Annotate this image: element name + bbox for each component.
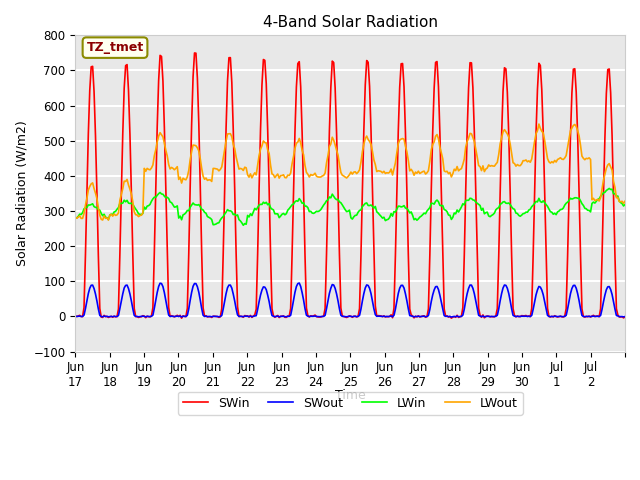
- LWout: [465, 135, 472, 141]
- LWout: [104, 217, 112, 223]
- SWin: [72, 313, 79, 319]
- LWout: [548, 159, 556, 165]
- Legend: SWin, SWout, LWin, LWout: SWin, SWout, LWin, LWout: [178, 392, 523, 415]
- LWout: [109, 213, 116, 219]
- LWin: [72, 215, 79, 220]
- SWout: [296, 280, 303, 286]
- LWin: [239, 222, 247, 228]
- LWin: [621, 202, 629, 207]
- SWout: [72, 313, 79, 319]
- LWout: [621, 198, 629, 204]
- SWin: [621, 314, 629, 320]
- Title: 4-Band Solar Radiation: 4-Band Solar Radiation: [262, 15, 438, 30]
- SWin: [466, 60, 474, 66]
- LWout: [620, 201, 627, 206]
- LWin: [547, 209, 554, 215]
- LWin: [356, 207, 364, 213]
- Line: SWin: SWin: [76, 53, 625, 318]
- SWin: [357, 252, 365, 258]
- LWout: [72, 215, 79, 220]
- LWin: [90, 204, 98, 209]
- SWin: [548, 313, 556, 319]
- Line: LWout: LWout: [76, 124, 625, 220]
- SWout: [621, 313, 629, 319]
- SWout: [356, 312, 364, 318]
- X-axis label: Time: Time: [335, 389, 365, 402]
- LWout: [535, 121, 543, 127]
- SWout: [447, 314, 455, 320]
- SWin: [90, 89, 98, 95]
- Text: TZ_tmet: TZ_tmet: [86, 41, 143, 54]
- SWout: [466, 282, 474, 288]
- LWin: [108, 211, 115, 217]
- LWout: [90, 186, 98, 192]
- SWout: [548, 313, 556, 319]
- SWin: [191, 50, 198, 56]
- Line: SWout: SWout: [76, 283, 625, 317]
- SWout: [90, 286, 98, 291]
- Line: LWin: LWin: [76, 189, 625, 225]
- LWin: [605, 186, 613, 192]
- Y-axis label: Solar Radiation (W/m2): Solar Radiation (W/m2): [15, 120, 28, 266]
- SWin: [620, 315, 627, 321]
- SWout: [108, 313, 115, 319]
- SWin: [108, 313, 115, 319]
- LWout: [356, 167, 364, 173]
- SWin: [178, 315, 186, 321]
- LWin: [465, 197, 472, 203]
- LWin: [620, 203, 627, 209]
- SWout: [620, 314, 627, 320]
